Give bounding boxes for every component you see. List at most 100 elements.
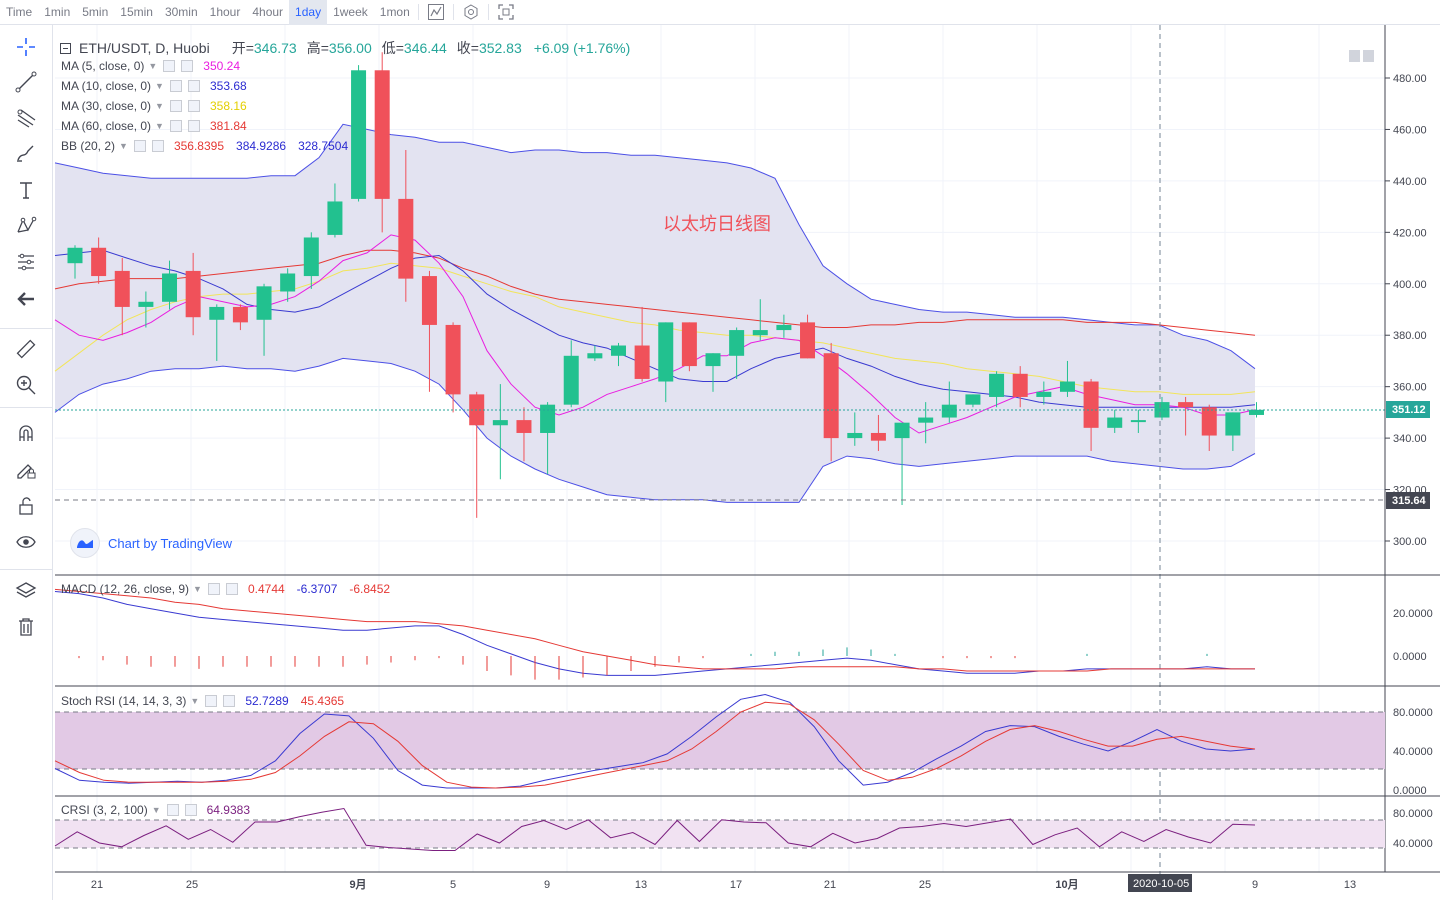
- eye-icon[interactable]: [10, 527, 42, 557]
- legend-ma30[interactable]: MA (30, close, 0) ▼ 358.16: [61, 99, 247, 113]
- settings-gear-icon[interactable]: [456, 0, 486, 25]
- dropdown-icon[interactable]: ▼: [155, 121, 164, 131]
- candle-body[interactable]: [516, 420, 532, 433]
- candle-body[interactable]: [492, 420, 508, 426]
- interval-5min[interactable]: 5min: [82, 4, 109, 19]
- candle-body[interactable]: [1225, 412, 1241, 436]
- candle-body[interactable]: [1036, 391, 1052, 397]
- settings-icon[interactable]: [169, 100, 182, 112]
- interval-30min[interactable]: 30min: [164, 4, 198, 19]
- candle-body[interactable]: [1201, 407, 1217, 436]
- magnet-icon[interactable]: [10, 418, 42, 448]
- candle-body[interactable]: [705, 353, 721, 367]
- trend-line-icon[interactable]: [10, 67, 42, 97]
- back-arrow-icon[interactable]: [10, 284, 42, 314]
- settings-icon[interactable]: [205, 695, 218, 707]
- candlesticks[interactable]: [67, 52, 1265, 518]
- pane-collapse-button[interactable]: [1349, 50, 1360, 62]
- candle-body[interactable]: [91, 247, 107, 277]
- candle-body[interactable]: [1107, 417, 1123, 428]
- legend-macd[interactable]: MACD (12, 26, close, 9) ▼ 0.4744 -6.3707 …: [61, 582, 390, 596]
- interval-4hour[interactable]: 4hour: [252, 4, 284, 19]
- candle-body[interactable]: [918, 417, 934, 423]
- layers-icon[interactable]: [10, 576, 42, 606]
- candle-body[interactable]: [256, 286, 272, 320]
- candle-body[interactable]: [681, 322, 697, 367]
- candle-body[interactable]: [1059, 381, 1075, 392]
- candle-body[interactable]: [1249, 409, 1264, 415]
- collapse-legend-icon[interactable]: [60, 42, 71, 54]
- candle-body[interactable]: [303, 237, 319, 277]
- chart-annotation[interactable]: 以太坊日线图: [663, 214, 771, 235]
- candle-body[interactable]: [894, 422, 910, 439]
- candle-body[interactable]: [752, 330, 768, 336]
- candle-body[interactable]: [138, 301, 154, 307]
- candle-body[interactable]: [823, 353, 839, 439]
- candle-body[interactable]: [1154, 402, 1170, 418]
- interval-1mon[interactable]: 1mon: [379, 4, 410, 19]
- price-axis[interactable]: 480.00 460.00 440.00 420.00 400.00 380.00 360.…: [1385, 73, 1433, 850]
- candle-body[interactable]: [729, 330, 745, 356]
- tradingview-attribution[interactable]: Chart by TradingView: [70, 528, 232, 558]
- candle-body[interactable]: [280, 273, 296, 292]
- candle-body[interactable]: [658, 322, 674, 382]
- lock-drawing-icon[interactable]: [10, 454, 42, 484]
- candle-body[interactable]: [351, 70, 367, 199]
- settings-icon[interactable]: [169, 80, 182, 92]
- dropdown-icon[interactable]: ▼: [155, 101, 164, 111]
- pane-menu-button[interactable]: [1363, 50, 1374, 62]
- candle-body[interactable]: [67, 247, 83, 264]
- legend-crsi[interactable]: CRSI (3, 2, 100) ▼ 64.9383: [61, 803, 250, 817]
- candle-body[interactable]: [1083, 381, 1099, 428]
- text-tool-icon[interactable]: [10, 175, 42, 205]
- candle-body[interactable]: [232, 306, 248, 323]
- close-icon[interactable]: [151, 140, 164, 152]
- close-icon[interactable]: [181, 60, 194, 72]
- ruler-icon[interactable]: [10, 334, 42, 364]
- settings-icon[interactable]: [207, 583, 220, 595]
- brush-icon[interactable]: [10, 138, 42, 168]
- dropdown-icon[interactable]: ▼: [151, 805, 161, 815]
- crosshair-icon[interactable]: [10, 32, 42, 62]
- candle-body[interactable]: [965, 394, 981, 405]
- pattern-icon[interactable]: [10, 211, 42, 241]
- candle-body[interactable]: [563, 355, 579, 405]
- close-icon[interactable]: [187, 120, 200, 132]
- candle-body[interactable]: [587, 353, 603, 359]
- settings-icon[interactable]: [169, 120, 182, 132]
- legend-ma10[interactable]: MA (10, close, 0) ▼ 353.68: [61, 79, 247, 93]
- dropdown-icon[interactable]: ▼: [190, 696, 200, 706]
- candle-body[interactable]: [776, 324, 792, 331]
- chart-style-icon[interactable]: [421, 0, 451, 25]
- candle-body[interactable]: [209, 306, 225, 320]
- settings-icon[interactable]: [166, 804, 179, 816]
- close-icon[interactable]: [187, 100, 200, 112]
- candle-body[interactable]: [327, 201, 343, 235]
- interval-15min[interactable]: 15min: [120, 4, 153, 19]
- interval-1week[interactable]: 1week: [333, 4, 368, 19]
- close-icon[interactable]: [225, 583, 238, 595]
- close-icon[interactable]: [187, 80, 200, 92]
- candle-body[interactable]: [540, 404, 556, 433]
- candle-body[interactable]: [1130, 420, 1146, 423]
- candle-body[interactable]: [398, 198, 414, 279]
- unlock-icon[interactable]: [10, 491, 42, 521]
- candle-body[interactable]: [445, 324, 461, 395]
- interval-1day[interactable]: 1day: [289, 0, 328, 25]
- pitchfork-icon[interactable]: [10, 103, 42, 133]
- time-axis[interactable]: 21 25 9月 5 9 13 17 21 25 10月 9 13: [91, 878, 1356, 891]
- dropdown-icon[interactable]: ▼: [119, 141, 128, 151]
- candle-body[interactable]: [847, 432, 863, 439]
- dropdown-icon[interactable]: ▼: [148, 61, 158, 71]
- legend-ma5[interactable]: MA (5, close, 0) ▼ 350.24: [61, 59, 240, 73]
- legend-ma60[interactable]: MA (60, close, 0) ▼ 381.84: [61, 119, 247, 133]
- candle-body[interactable]: [114, 270, 130, 307]
- candle-body[interactable]: [634, 345, 650, 379]
- candle-body[interactable]: [1178, 402, 1194, 408]
- candle-body[interactable]: [185, 270, 201, 318]
- dropdown-icon[interactable]: ▼: [193, 584, 202, 594]
- zoom-in-icon[interactable]: [10, 370, 42, 400]
- candle-body[interactable]: [989, 373, 1005, 397]
- candle-body[interactable]: [1012, 373, 1028, 397]
